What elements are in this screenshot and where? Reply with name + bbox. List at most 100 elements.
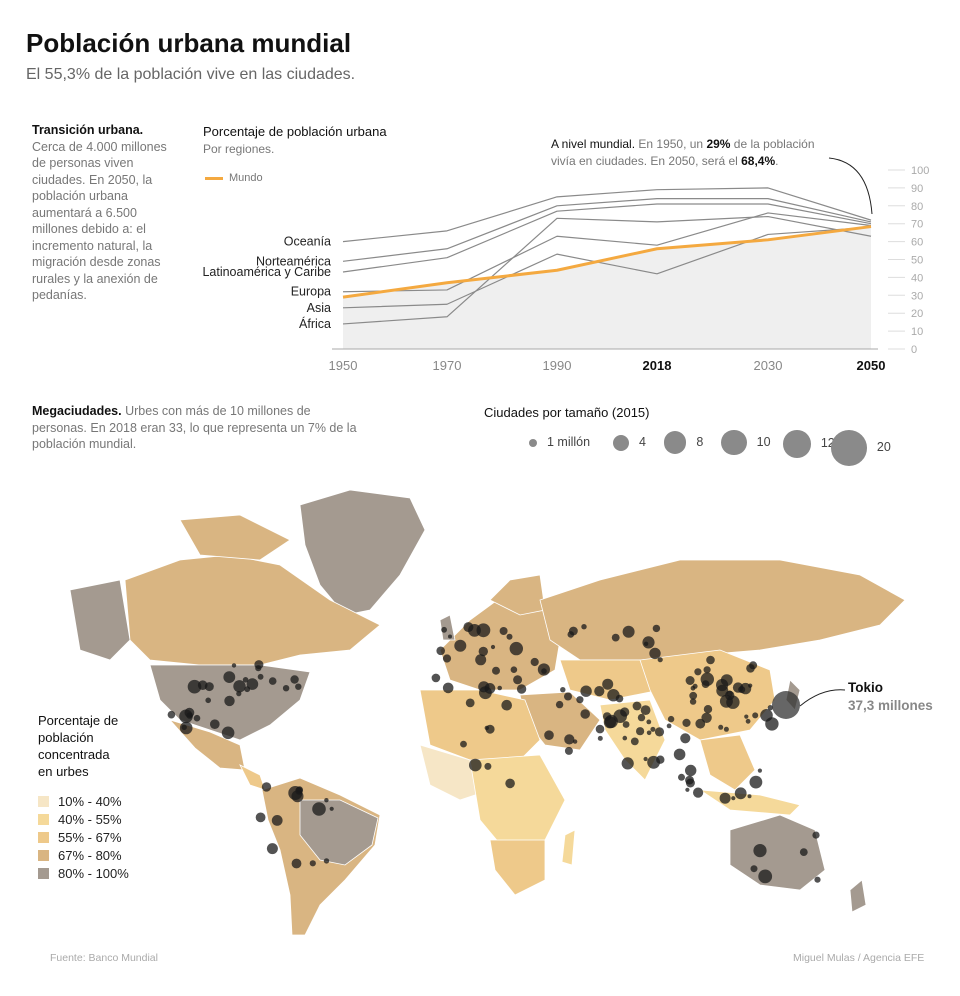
city-bubble [745, 718, 751, 724]
city-bubble [703, 666, 711, 674]
city-bubble [516, 684, 527, 694]
series-line [342, 187, 872, 243]
city-bubble [221, 726, 235, 740]
series-line [342, 203, 872, 273]
city-bubble [748, 683, 753, 688]
choropleth-title-2: población [38, 730, 94, 745]
y-tick-label: 70 [911, 219, 923, 231]
city-bubble [640, 705, 651, 715]
city-bubble [654, 727, 665, 737]
city-bubble [643, 756, 648, 762]
region-central-america [239, 764, 266, 791]
city-bubble [261, 782, 272, 792]
side-note-text: Cerca de 4.000 millones de personas vive… [32, 139, 167, 303]
city-bubble [492, 666, 500, 675]
region-new-zealand [849, 879, 867, 913]
series-label: Oceanía [284, 235, 331, 249]
city-bubble [224, 695, 235, 707]
city-bubble [667, 715, 675, 723]
y-tick-label: 40 [911, 272, 923, 284]
choropleth-legend-item: 55% - 67% [38, 829, 129, 846]
size-legend-item: 12 [783, 430, 835, 458]
city-bubble [560, 687, 566, 693]
city-bubble [478, 681, 490, 693]
city-bubble [767, 705, 774, 711]
series-label: Europa [291, 285, 331, 299]
city-bubble [475, 654, 487, 666]
choropleth-label: 80% - 100% [58, 866, 129, 881]
size-legend-item: 20 [831, 430, 891, 466]
y-tick-label: 60 [911, 237, 923, 249]
city-bubble [544, 730, 554, 740]
city-bubble [734, 787, 747, 800]
city-bubble [649, 647, 661, 660]
city-bubble [666, 723, 672, 729]
x-tick-label: 2018 [643, 358, 672, 373]
chart-subtitle: Por regiones. [203, 142, 275, 156]
city-bubble [718, 724, 724, 730]
city-bubble [255, 812, 266, 823]
region-australia [729, 814, 826, 891]
city-bubble [760, 709, 773, 722]
city-bubble [731, 796, 736, 801]
choropleth-label: 67% - 80% [58, 848, 122, 863]
city-bubble [564, 734, 575, 745]
city-bubble [312, 802, 326, 816]
size-legend-label: 20 [876, 440, 891, 455]
city-bubble [499, 627, 508, 635]
city-bubble [700, 672, 714, 686]
city-bubble [646, 730, 652, 736]
size-legend-item: 10 [721, 430, 771, 456]
city-bubble [441, 626, 447, 633]
region-russia [539, 559, 906, 661]
city-bubble [501, 699, 512, 711]
size-legend-dot [783, 430, 811, 458]
annotation-text-1: En 1950, un [635, 137, 707, 151]
city-bubble [490, 644, 496, 650]
city-bubble [484, 762, 492, 770]
x-tick-label: 2050 [857, 358, 886, 373]
series-label: África [299, 316, 331, 331]
choropleth-legend-item: 40% - 55% [38, 811, 129, 828]
city-bubble [323, 858, 330, 864]
city-bubble [210, 719, 220, 729]
region-southeast-asia [699, 734, 756, 791]
city-bubble [255, 665, 262, 672]
city-bubble [179, 721, 193, 735]
city-bubble [193, 714, 201, 722]
choropleth-swatch [38, 814, 49, 825]
city-bubble [282, 685, 290, 692]
x-tick-label: 1990 [543, 358, 572, 373]
series-line [342, 212, 872, 293]
y-tick-label: 0 [911, 344, 917, 356]
page-subtitle: El 55,3% de la población vive en las ciu… [26, 66, 356, 83]
series-label: Latinoamérica y Caribe [202, 265, 331, 279]
tokio-population: 37,3 millones [848, 698, 933, 713]
annotation-value-2050: 68,4% [741, 154, 776, 168]
megacities-note: Megaciudades. Urbes con más de 10 millon… [32, 403, 362, 453]
city-bubble [692, 683, 698, 689]
side-note-lead: Transición urbana. [32, 123, 144, 137]
city-bubble [268, 677, 277, 685]
city-bubble [167, 710, 176, 719]
y-tick-label: 90 [911, 183, 923, 195]
city-bubble [295, 683, 302, 690]
x-tick-label: 1970 [433, 358, 462, 373]
tokio-leader-line [799, 689, 846, 707]
city-bubble [636, 727, 645, 736]
region-north-africa [419, 689, 541, 761]
region-canada-islands [179, 514, 291, 561]
city-bubble [622, 721, 630, 728]
city-bubble [723, 726, 729, 732]
city-bubble [436, 646, 446, 656]
city-bubble [812, 831, 820, 839]
region-scandinavia [489, 574, 546, 616]
city-bubble [657, 657, 663, 663]
source-note: Fuente: Banco Mundial [50, 952, 158, 964]
series-line [342, 226, 872, 309]
size-legend-label: 10 [756, 435, 771, 449]
region-alaska [69, 579, 131, 661]
region-uk [439, 614, 456, 641]
city-bubble [266, 843, 278, 855]
region-west-africa [419, 744, 491, 801]
